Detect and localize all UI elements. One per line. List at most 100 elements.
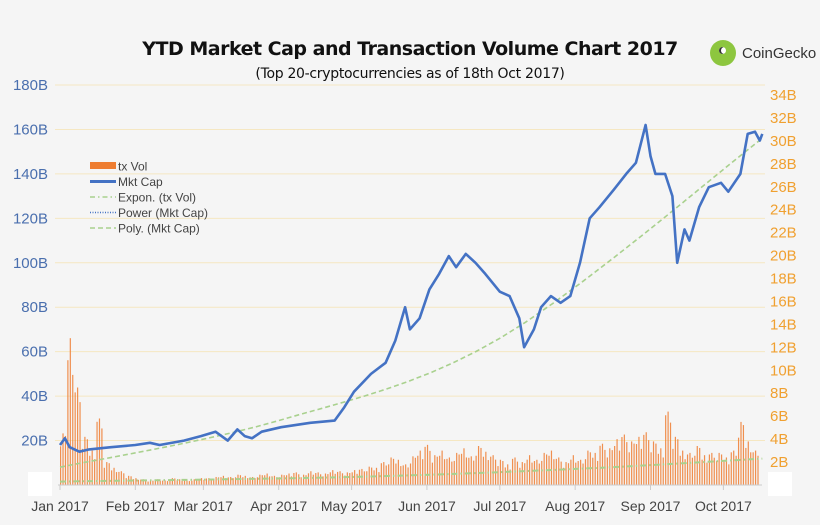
tx-vol-bar [111,470,113,485]
tx-vol-bar [708,454,711,485]
tx-vol-bar [186,480,188,485]
tx-vol-bar [628,452,630,485]
tx-vol-bar [541,460,543,485]
tx-vol-bar [757,455,759,485]
tx-vol-bar [327,474,329,485]
tx-vol-bar [320,474,322,485]
tx-vol-bar [684,459,686,485]
tx-vol-bar [640,448,642,485]
right-tick-label: 14B [770,316,797,333]
left-tick-label: 80B [21,299,48,316]
tx-vol-bar [125,478,127,485]
tx-vol-bar [648,440,650,485]
tx-vol-bar [149,480,152,485]
tx-vol-bar [460,453,463,485]
tx-vol-bar [300,477,302,485]
right-tick-label: 12B [770,339,797,356]
tx-vol-bar [162,480,164,485]
tx-vol-bar [217,477,220,485]
tx-vol-bar [232,478,234,485]
x-tick-label: Oct 2017 [695,498,752,514]
tx-vol-bar [113,467,115,485]
tx-vol-bar [322,476,324,485]
tx-vol-bar [239,475,242,485]
tx-vol-bar [368,466,370,485]
tx-vol-bar [390,457,392,485]
tx-vol-bar [470,456,472,485]
tx-vol-bar [264,475,266,485]
poly-mkt-cap-trendline [59,137,763,468]
tx-vol-bar [159,480,161,485]
tx-vol-bar [509,469,511,485]
tx-vol-bar [363,471,365,485]
tx-vol-bar [429,450,431,485]
tx-vol-bar [409,463,412,485]
tx-vol-bar [145,480,147,485]
tx-vol-bar [179,479,181,485]
tx-vol-bar [735,455,737,485]
tx-vol-bar [273,475,276,485]
corner-patch-right [768,472,792,496]
tx-vol-bar [728,464,730,485]
tx-vol-bar [378,472,380,485]
tx-vol-bar [91,450,93,485]
tx-vol-bar [215,476,217,485]
tx-vol-bar [249,477,251,485]
tx-vol-bar [137,479,139,485]
tx-vol-bar [135,478,137,485]
tx-vol-bar [188,481,190,485]
right-tick-label: 18B [770,271,797,288]
tx-vol-bar [152,480,154,485]
tx-vol-bar [701,459,703,485]
tx-vol-bar [502,461,504,485]
tx-vol-bar [354,470,356,485]
tx-vol-bar [477,446,480,485]
tx-vol-bar [575,462,577,485]
tx-vol-bar [213,478,215,485]
right-tick-label: 26B [770,179,797,196]
tx-vol-bar [553,459,555,485]
legend-label: Expon. (tx Vol) [118,191,196,205]
tx-vol-bar [560,461,562,485]
tx-vol-bar [638,436,640,485]
tx-vol-bar [592,457,594,485]
tx-vol-bar [220,477,222,485]
tx-vol-bar [516,461,519,485]
tx-vol-bar [669,422,672,485]
tx-vol-bar [614,446,616,485]
tx-vol-bar [140,479,142,485]
tx-vol-bar [584,459,587,485]
tx-vol-bar [674,436,676,485]
tx-vol-bar [480,447,482,485]
tx-vol-bar [725,457,728,485]
tx-vol-bar [196,479,198,485]
tx-vol-bar [660,448,662,485]
tx-vol-bar [555,458,557,485]
tx-vol-bar [288,473,290,485]
tx-vol-bar [682,450,684,485]
tx-vol-bar [550,450,553,485]
tx-vol-bar [667,411,669,485]
tx-vol-bar [665,415,667,485]
tx-vol-bar [120,471,122,485]
tx-vol-bar [412,456,414,485]
left-tick-label: 20B [21,433,48,450]
tx-vol-bar [492,455,494,485]
tx-vol-bar [251,476,254,485]
tx-vol-bar [200,478,203,485]
tx-vol-bar [256,477,259,485]
left-tick-label: 180B [13,77,48,94]
tx-vol-bar [227,477,229,485]
tx-vol-bar [456,452,458,485]
tx-vol-bar [94,459,96,485]
tx-vol-bar [79,402,81,485]
tx-vol-bar [366,471,368,485]
tx-vol-bar [254,478,256,485]
tx-vol-bar [426,444,429,485]
tx-vol-bar [563,467,565,485]
tx-vol-bar [373,470,375,485]
tx-vol-bar [631,441,633,485]
tx-vol-bar [337,471,339,485]
tx-vol-bar [422,459,424,485]
right-tick-label: 8B [770,385,788,402]
